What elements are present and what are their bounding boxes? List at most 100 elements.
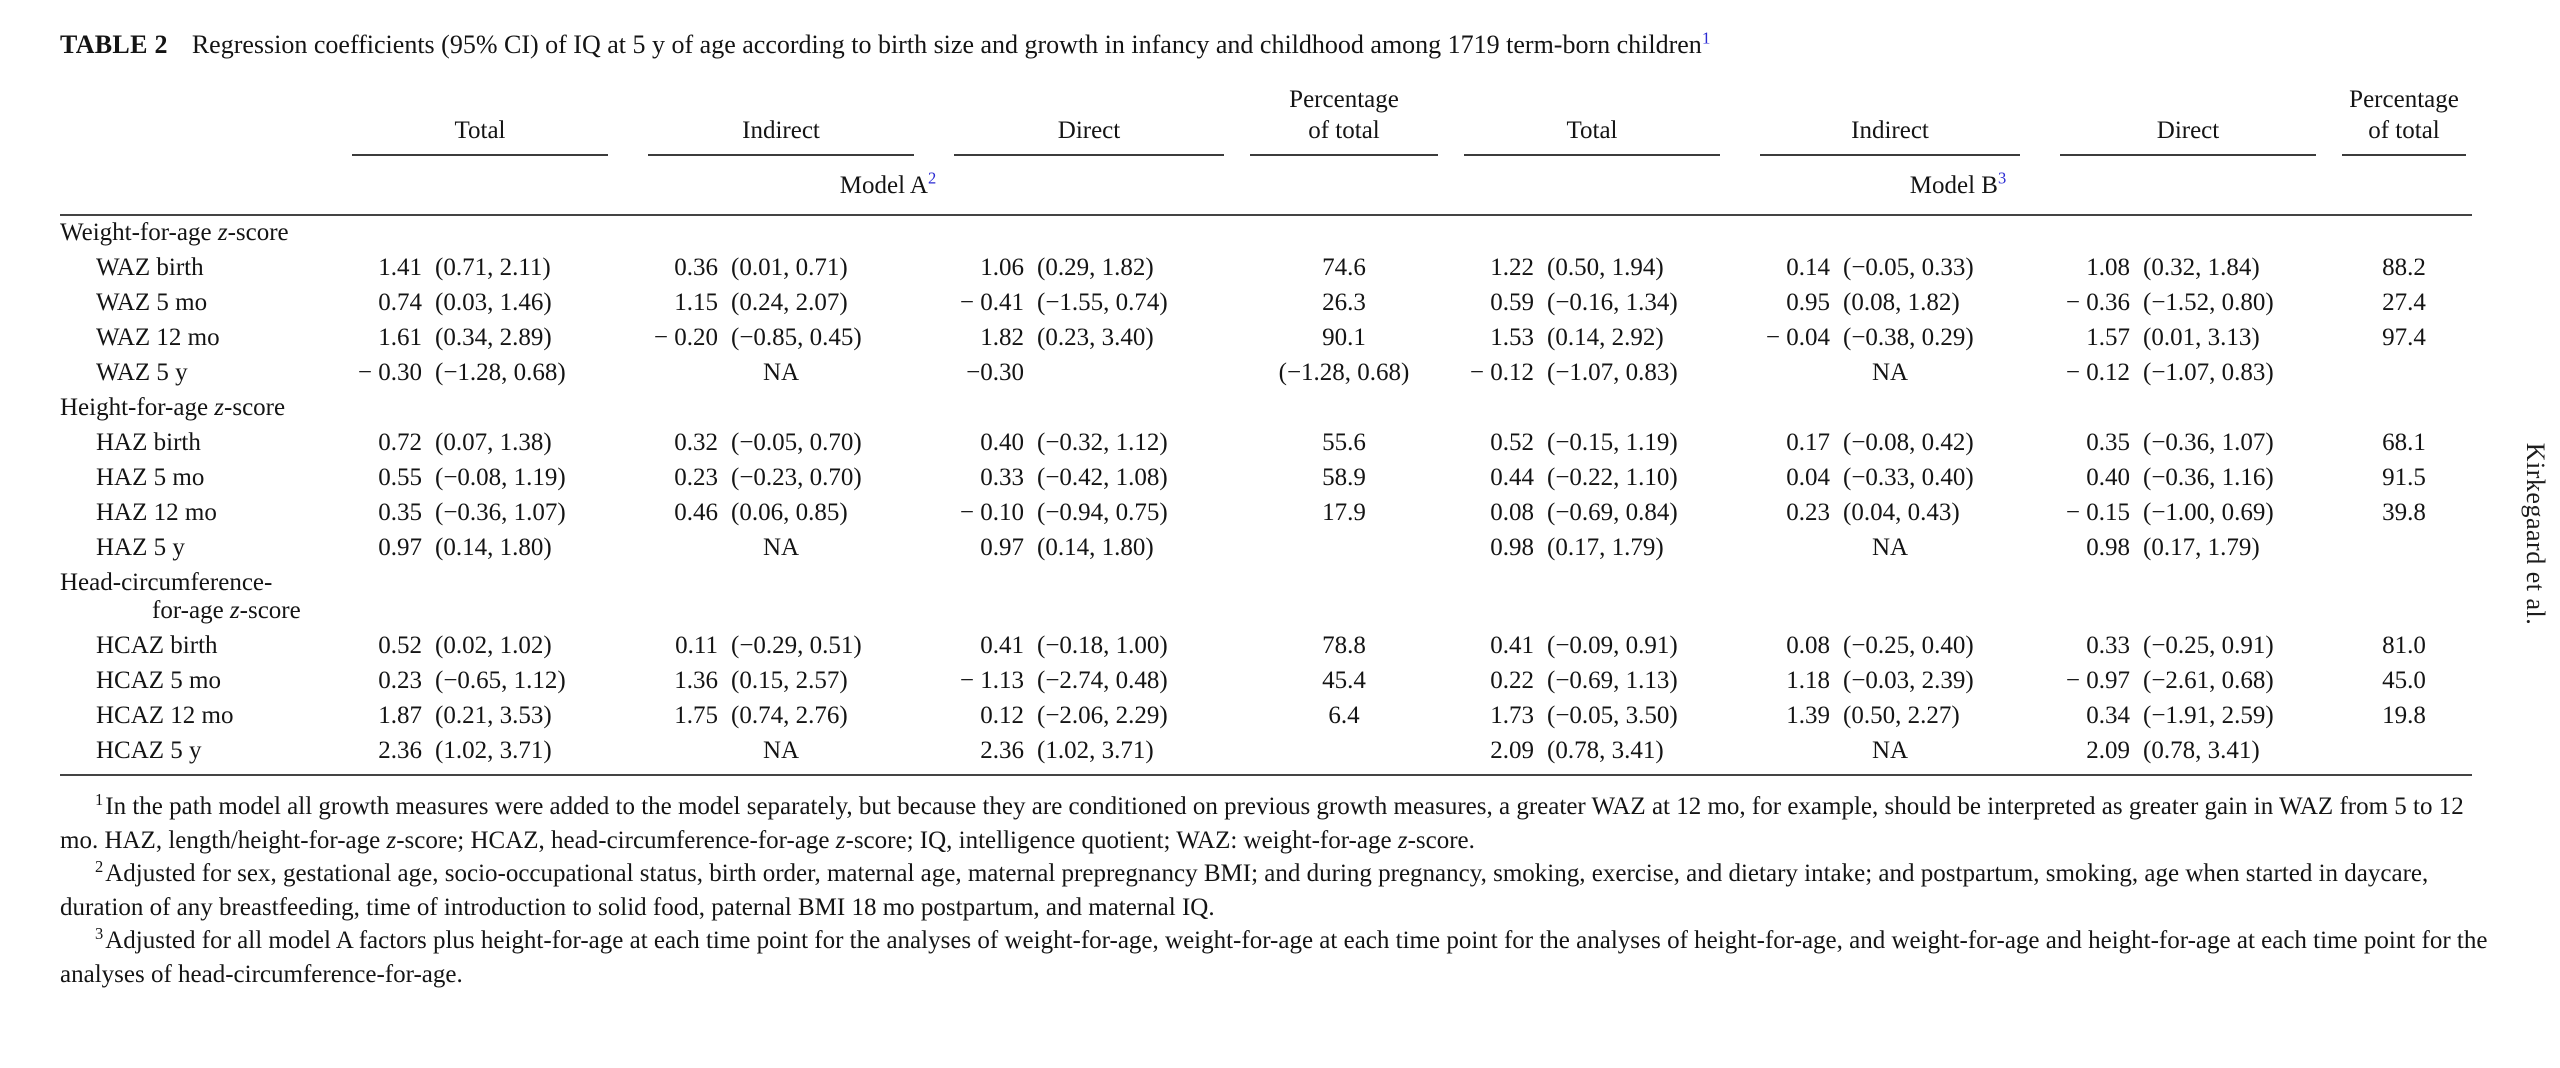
table-row: WAZ 5 y − 0.30 (−1.28, 0.68) NA −0.30 (−1.28,… (60, 356, 2472, 391)
estimate: 2.09 (1490, 737, 1534, 764)
confidence-interval: (0.32, 1.84) (2143, 254, 2260, 281)
row-label: WAZ birth (96, 254, 204, 281)
estimate: 0.44 (1490, 464, 1534, 491)
col-header-b-percentage-of-total: Percentage of total (2336, 74, 2472, 156)
confidence-interval: (−0.69, 1.13) (1547, 667, 1678, 694)
estimate: 0.97 (980, 534, 1024, 561)
row-label: HAZ 5 y (96, 534, 185, 561)
estimate-pair: 2.36 (1.02, 3.71) (948, 737, 1244, 765)
cell-b-percentage: 97.4 (2382, 324, 2426, 351)
cell-b-total: 0.41 (−0.09, 0.91) (1444, 629, 1740, 664)
cell-a-indirect: NA (762, 534, 800, 561)
model-label-text: Model A (839, 172, 928, 199)
cell-a-percentage: 90.1 (1322, 324, 1366, 351)
row-label: WAZ 5 y (96, 359, 188, 386)
row-label: HCAZ 12 mo (96, 702, 234, 729)
confidence-interval: (−0.03, 2.39) (1843, 667, 1974, 694)
estimate-pair: 0.41 (−0.09, 0.91) (1458, 632, 1740, 660)
cell-b-total: − 0.12 (−1.07, 0.83) (1444, 356, 1740, 391)
estimate-pair: 2.36 (1.02, 3.71) (346, 737, 628, 765)
estimate: − 0.36 (2065, 289, 2130, 316)
table-row: HCAZ 5 y 2.36 (1.02, 3.71) NA 2.36 (1.02, 3.7… (60, 734, 2472, 776)
cell-b-direct: − 0.97 (−2.61, 0.68) (2040, 664, 2336, 699)
model-footnote-ref-2: 2 (927, 168, 937, 188)
cell-b-indirect: NA (1740, 734, 2040, 776)
estimate: 0.40 (2086, 464, 2130, 491)
corner-cell (60, 74, 332, 156)
col-header-label: Total (352, 115, 608, 156)
cell-a-percentage (1244, 531, 1444, 566)
estimate: 0.72 (378, 429, 422, 456)
confidence-interval: (0.01, 0.71) (731, 254, 848, 281)
estimate-pair: 0.36 (0.01, 0.71) (642, 254, 934, 282)
cell-b-indirect: 0.08 (−0.25, 0.40) (1740, 629, 2040, 664)
confidence-interval: (0.02, 1.02) (435, 632, 552, 659)
cell-a-direct: 0.33 (−0.42, 1.08) (934, 461, 1244, 496)
estimate: 0.11 (675, 632, 718, 659)
confidence-interval: (−0.94, 0.75) (1037, 499, 1168, 526)
footnote-2: 2Adjusted for sex, gestational age, soci… (60, 856, 2429, 921)
row-label: HCAZ 5 mo (96, 667, 221, 694)
estimate-pair: 2.09 (0.78, 3.41) (2054, 737, 2336, 765)
table-row: WAZ 12 mo 1.61 (0.34, 2.89) − 0.20 (−0.85, 0… (60, 321, 2472, 356)
estimate-pair: 1.18 (−0.03, 2.39) (1754, 667, 2040, 695)
estimate-pair: 0.23 (−0.65, 1.12) (346, 667, 628, 695)
confidence-interval: (−0.69, 0.84) (1547, 499, 1678, 526)
confidence-interval: (−1.07, 0.83) (2143, 359, 2274, 386)
table-body: Weight-for-age z-score WAZ birth 1.41 (0.71… (60, 215, 2472, 776)
confidence-interval: (0.06, 0.85) (731, 499, 848, 526)
confidence-interval: (−0.15, 1.19) (1547, 429, 1678, 456)
estimate-pair: 1.87 (0.21, 3.53) (346, 702, 628, 730)
cell-b-total: 0.22 (−0.69, 1.13) (1444, 664, 1740, 699)
estimate-pair: 0.11 (−0.29, 0.51) (642, 632, 934, 660)
confidence-interval: (0.14, 1.80) (1037, 534, 1154, 561)
cell-b-total: 2.09 (0.78, 3.41) (1444, 734, 1740, 776)
cell-b-total: 1.53 (0.14, 2.92) (1444, 321, 1740, 356)
table-row: HAZ 12 mo 0.35 (−0.36, 1.07) 0.46 (0.06, 0.8… (60, 496, 2472, 531)
estimate: 1.36 (674, 667, 718, 694)
confidence-interval: (0.14, 2.92) (1547, 324, 1664, 351)
model-footnote-ref-3: 3 (1997, 168, 2007, 188)
col-header-a-percentage-of-total: Percentage of total (1244, 74, 1444, 156)
table-row: HAZ 5 mo 0.55 (−0.08, 1.19) 0.23 (−0.23, 0.7… (60, 461, 2472, 496)
table-caption: Regression coefficients (95% CI) of IQ a… (191, 30, 1702, 59)
estimate-pair: 1.61 (0.34, 2.89) (346, 324, 628, 352)
cell-b-indirect: 0.95 (0.08, 1.82) (1740, 286, 2040, 321)
row-label: WAZ 5 mo (96, 289, 208, 316)
confidence-interval: (−1.91, 2.59) (2143, 702, 2274, 729)
cell-a-direct: − 0.41 (−1.55, 0.74) (934, 286, 1244, 321)
section-header: Height-for-age z-score (60, 394, 286, 421)
estimate-pair: − 0.12 (−1.07, 0.83) (1458, 359, 1740, 387)
estimate: 1.15 (674, 289, 718, 316)
col-header-label: Direct (2060, 115, 2316, 156)
estimate: − 0.41 (959, 289, 1024, 316)
estimate-pair: − 0.20 (−0.85, 0.45) (642, 324, 934, 352)
section-header-row: Weight-for-age z-score (60, 215, 2472, 251)
cell-a-direct: −0.30 (934, 356, 1244, 391)
estimate: 1.18 (1786, 667, 1830, 694)
estimate-pair: 1.08 (0.32, 1.84) (2054, 254, 2336, 282)
cell-a-direct: 0.97 (0.14, 1.80) (934, 531, 1244, 566)
estimate: 0.08 (1786, 632, 1830, 659)
estimate-pair: 0.97 (0.14, 1.80) (948, 534, 1244, 562)
cell-b-total: 1.22 (0.50, 1.94) (1444, 251, 1740, 286)
estimate-pair: 0.22 (−0.69, 1.13) (1458, 667, 1740, 695)
cell-b-percentage: 81.0 (2382, 632, 2426, 659)
cell-a-percentage: 55.6 (1322, 429, 1366, 456)
confidence-interval: (−1.07, 0.83) (1547, 359, 1678, 386)
section-header-row: Height-for-age z-score (60, 391, 2472, 426)
confidence-interval: (−0.29, 0.51) (731, 632, 862, 659)
estimate: 2.36 (378, 737, 422, 764)
cell-b-direct: 0.33 (−0.25, 0.91) (2040, 629, 2336, 664)
cell-b-percentage (2336, 356, 2472, 391)
estimate: −0.30 (966, 359, 1024, 386)
col-header-label: Percentage of total (1250, 84, 1438, 156)
estimate: − 0.12 (2065, 359, 2130, 386)
cell-b-total: 0.08 (−0.69, 0.84) (1444, 496, 1740, 531)
confidence-interval: (0.50, 1.94) (1547, 254, 1664, 281)
table-row: HCAZ birth 0.52 (0.02, 1.02) 0.11 (−0.29, 0.… (60, 629, 2472, 664)
row-label: HCAZ birth (96, 632, 218, 659)
estimate: 1.87 (378, 702, 422, 729)
estimate-pair: − 1.13 (−2.74, 0.48) (948, 667, 1244, 695)
estimate: − 0.04 (1765, 324, 1830, 351)
